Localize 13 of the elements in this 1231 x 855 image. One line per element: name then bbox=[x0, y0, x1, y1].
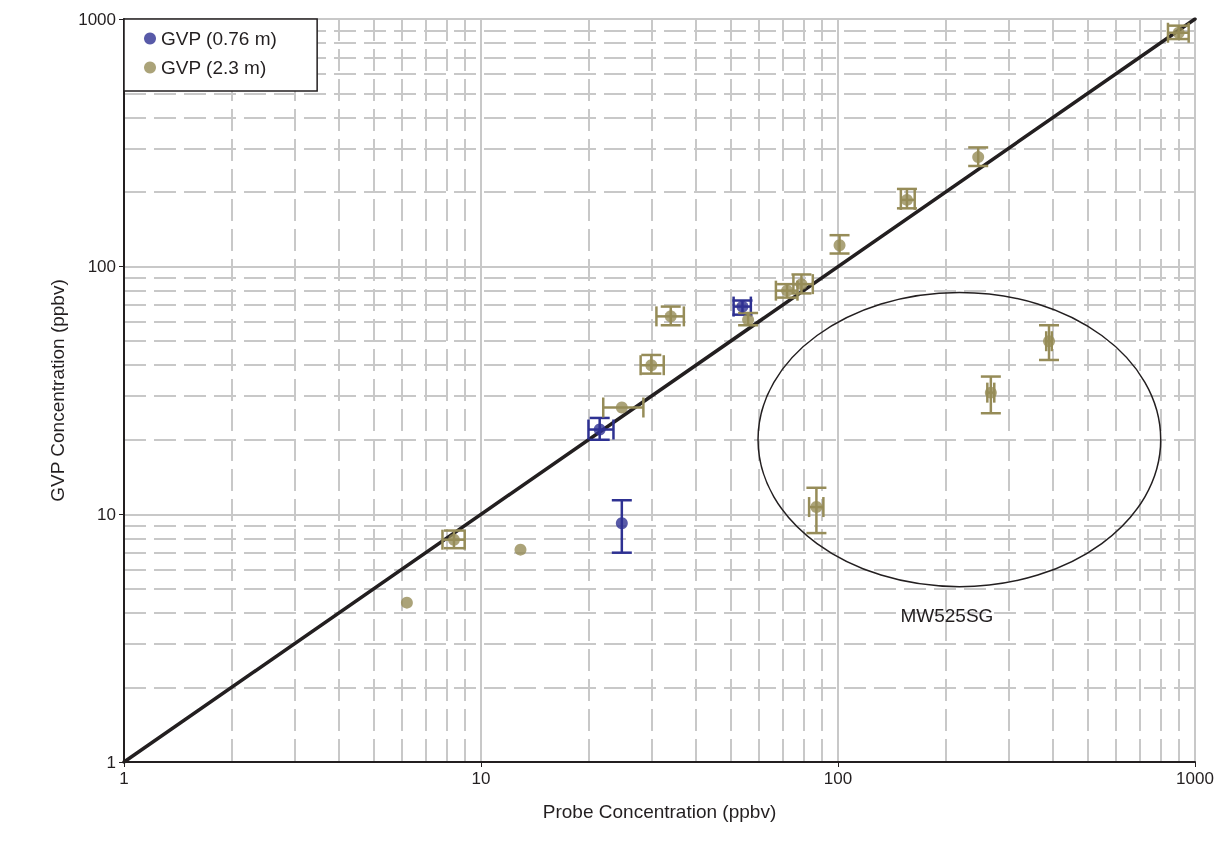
legend-label: GVP (0.76 m) bbox=[161, 28, 277, 49]
x-tick-label: 1 bbox=[119, 769, 129, 788]
y-tick-label: 10 bbox=[97, 504, 116, 524]
legend-label: GVP (2.3 m) bbox=[161, 57, 267, 78]
y-tick-label: 100 bbox=[87, 257, 116, 277]
annotation: MW525SG bbox=[900, 604, 994, 626]
x-tick-label: 10 bbox=[471, 769, 491, 788]
y-tick-label: 1 bbox=[106, 752, 116, 772]
y-axis-title: GVP Concentration (ppbv) bbox=[47, 279, 69, 502]
y-tick-label: 1000 bbox=[78, 9, 116, 29]
x-axis-title: Probe Concentration (ppbv) bbox=[542, 801, 777, 822]
x-tick-label: 1000 bbox=[1176, 769, 1214, 788]
x-tick-label: 100 bbox=[823, 769, 853, 788]
